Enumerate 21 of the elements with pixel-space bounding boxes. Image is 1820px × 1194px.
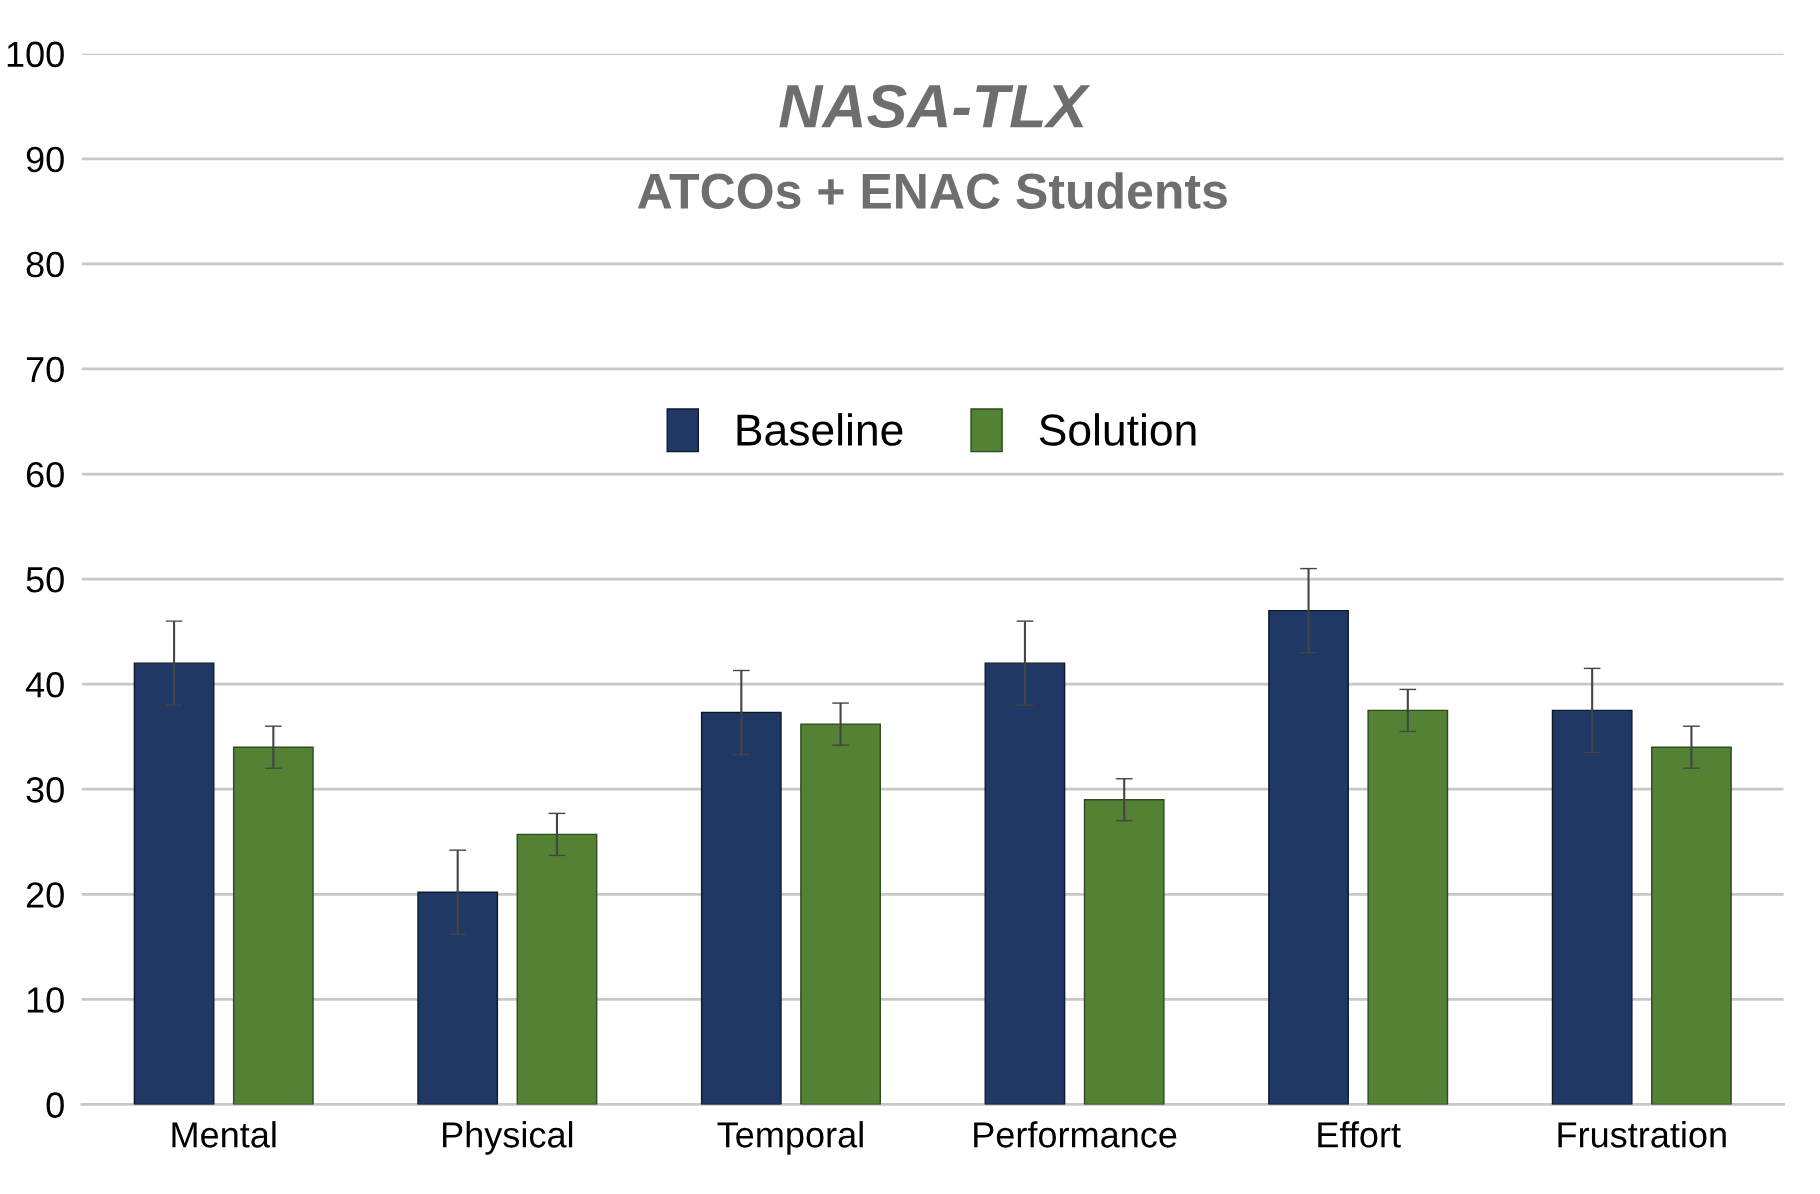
y-tick-label: 40	[25, 672, 64, 698]
legend-label: Baseline	[737, 413, 903, 446]
y-tick-label: 80	[26, 251, 64, 278]
x-tick-label: Effort	[1318, 1121, 1401, 1148]
y-tick-label: 10	[27, 987, 64, 1013]
x-tick-label: Mental	[172, 1121, 276, 1148]
y-tick-label: 70	[26, 356, 64, 383]
y-tick-label: 20	[26, 882, 64, 908]
x-tick-label: Physical	[443, 1121, 573, 1155]
x-tick-label: Temporal	[717, 1121, 863, 1155]
legend-label: Solution	[1039, 413, 1196, 446]
y-tick-label: 0	[46, 1092, 64, 1118]
y-tick-label: 90	[26, 146, 64, 173]
chart-title: NASA-TLX	[779, 84, 1091, 128]
x-tick-label: Frustration	[1558, 1121, 1726, 1148]
text: ATCOs + ENAC Students	[637, 172, 1227, 209]
x-tick-label: Performance	[974, 1121, 1177, 1148]
y-tick-label: 30	[26, 777, 64, 803]
y-tick-label: 100	[7, 41, 64, 68]
y-tick-label: 50	[26, 566, 64, 593]
y-tick-label: 60	[26, 461, 64, 488]
